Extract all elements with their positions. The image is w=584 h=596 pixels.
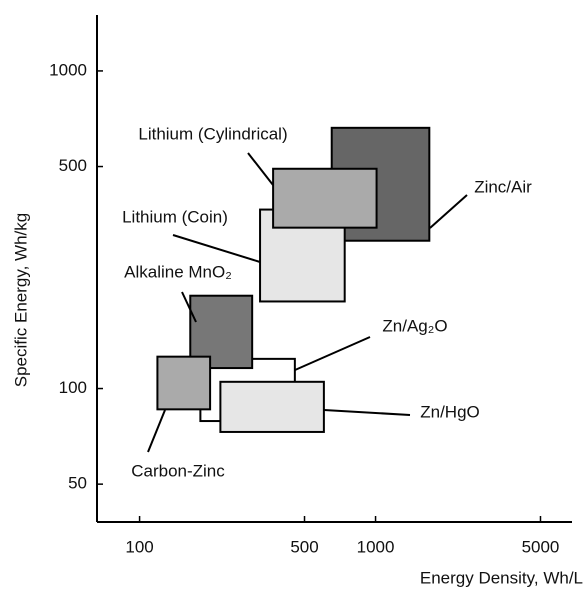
y-tick-label: 50 xyxy=(68,474,87,493)
leader-line xyxy=(429,194,468,229)
y-axis-title: Specific Energy, Wh/kg xyxy=(11,213,30,387)
leader-line xyxy=(181,291,197,323)
series-label: Lithium (Cylindrical) xyxy=(138,124,287,143)
series-label: Carbon-Zinc xyxy=(131,461,225,480)
range-box xyxy=(156,355,212,411)
range-box xyxy=(219,380,325,433)
y-tick-label: 500 xyxy=(59,156,87,175)
y-tick-label: 100 xyxy=(59,378,87,397)
x-tick-label: 100 xyxy=(125,537,153,556)
x-tick-label: 5000 xyxy=(522,537,560,556)
series-label: Zn/Ag₂O xyxy=(382,316,447,335)
leader-line xyxy=(172,234,261,263)
leader-line xyxy=(147,409,166,453)
series-label: Lithium (Coin) xyxy=(122,207,228,226)
series-label: Zinc/Air xyxy=(474,177,532,196)
x-axis-title: Energy Density, Wh/L xyxy=(420,568,583,587)
x-tick-label: 500 xyxy=(290,537,318,556)
range-box xyxy=(330,126,431,242)
leader-line xyxy=(294,336,371,371)
series-label: Alkaline MnO₂ xyxy=(124,262,232,281)
leader-line xyxy=(323,409,411,416)
range-box xyxy=(272,167,378,229)
series-label: Zn/HgO xyxy=(420,402,480,421)
y-tick-label: 1000 xyxy=(49,60,87,79)
leader-line xyxy=(247,152,274,186)
x-tick-label: 1000 xyxy=(357,537,395,556)
